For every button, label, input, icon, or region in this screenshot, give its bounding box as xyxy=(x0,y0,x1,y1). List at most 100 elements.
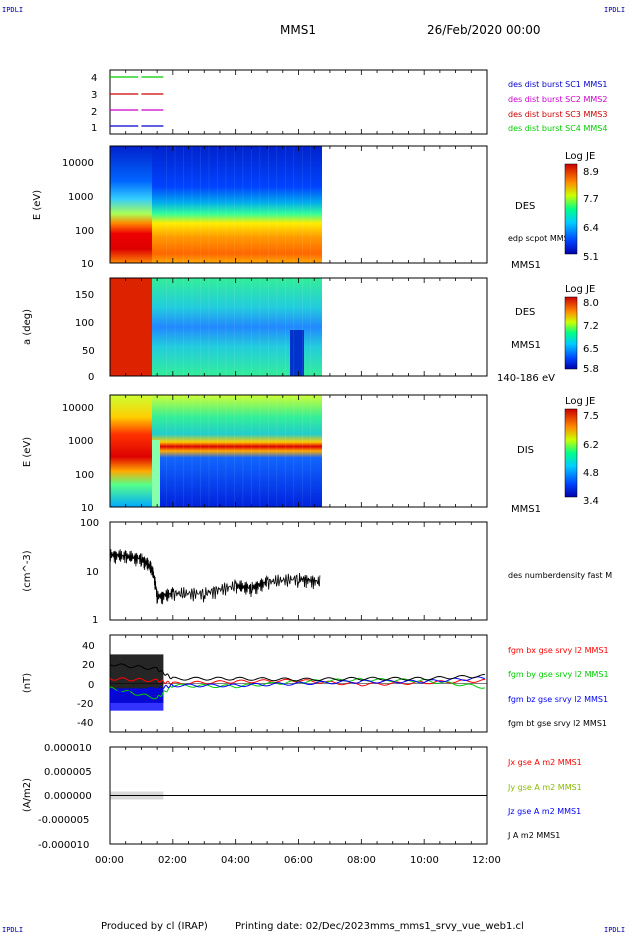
legend-sc1: des dist burst SC1 MMS1 xyxy=(508,80,607,89)
p6-ytick-0: 0 xyxy=(88,680,94,691)
footer-printing: Printing date: 02/Dec/2023 xyxy=(235,921,370,932)
panel-density: (cm^-3) 100 10 1 des numberdensity fast … xyxy=(22,518,612,626)
p4-cbar-t3: 3.4 xyxy=(583,496,599,507)
pitch-late-band xyxy=(290,330,304,376)
p4-ytick-10000: 10000 xyxy=(62,403,94,414)
panel-current: (A/m2) 0.000010 0.000005 0.000000 -0.000… xyxy=(22,743,582,851)
p4-label-mms1: MMS1 xyxy=(511,504,541,515)
p3-label-range: 140-186 eV xyxy=(497,373,555,384)
p4-ytick-10: 10 xyxy=(81,503,94,514)
bfield-bz-turbulence xyxy=(110,688,164,711)
p6-ytick-40: 40 xyxy=(82,641,95,652)
p1-ytick-1: 1 xyxy=(91,123,97,134)
time-axis: 00:00 02:00 04:00 06:00 08:00 10:00 12:0… xyxy=(95,855,501,866)
p2-cbar-t0: 8.9 xyxy=(583,167,599,178)
density-line xyxy=(109,549,321,605)
p3-cbar-title: Log JE xyxy=(565,284,595,295)
p7-ylabel: (A/m2) xyxy=(22,778,33,812)
p7-ytick-4: -0.000010 xyxy=(38,840,89,851)
time-tick-5: 10:00 xyxy=(410,855,439,866)
date-title: 26/Feb/2020 00:00 xyxy=(427,23,541,37)
p3-cbar-t2: 6.5 xyxy=(583,344,599,355)
p7-ytick-2: 0.000000 xyxy=(44,791,92,802)
p6-ytick-m20: -20 xyxy=(77,699,93,710)
p5-ylabel: (cm^-3) xyxy=(22,550,33,591)
p4-ytick-100: 100 xyxy=(75,470,94,481)
p4-ytick-1000: 1000 xyxy=(68,436,93,447)
p3-label-mms1: MMS1 xyxy=(511,340,541,351)
p2-ytick-100: 100 xyxy=(75,226,94,237)
p3-cbar-t0: 8.0 xyxy=(583,298,599,309)
des-energy-early xyxy=(110,146,152,263)
legend-jy: Jy gse A m2 MMS1 xyxy=(507,783,582,792)
legend-bt: fgm bt gse srvy l2 MMS1 xyxy=(508,719,607,728)
p3-colorbar xyxy=(564,296,578,370)
bfield-line xyxy=(109,677,485,700)
time-tick-6: 12:00 xyxy=(472,855,501,866)
current-noise xyxy=(110,791,164,800)
p4-cbar-t0: 7.5 xyxy=(583,411,599,422)
p4-cbar-title: Log JE xyxy=(565,396,595,407)
p3-cbar-t1: 7.2 xyxy=(583,321,599,332)
p2-colorbar xyxy=(564,163,578,255)
legend-jx: Jx gse A m2 MMS1 xyxy=(507,758,582,767)
p4-ylabel: E (eV) xyxy=(22,437,33,467)
p5-legend: des numberdensity fast M xyxy=(508,571,612,580)
time-tick-3: 06:00 xyxy=(284,855,313,866)
corner-tr: IPDLI xyxy=(604,6,625,14)
panel-des-pitch: a (deg) 150 100 50 0 DES MMS1 140-186 eV… xyxy=(22,277,599,384)
p3-ytick-0: 0 xyxy=(88,372,94,383)
p2-label-scpot: edp scpot MMS1 xyxy=(508,234,574,243)
p2-cbar-title: Log JE xyxy=(565,151,595,162)
bfield-line xyxy=(109,677,485,687)
corner-br: IPDLI xyxy=(604,926,625,934)
p2-label-des: DES xyxy=(515,201,535,212)
p4-cbar-t2: 4.8 xyxy=(583,468,599,479)
time-tick-1: 02:00 xyxy=(158,855,187,866)
p2-cbar-t3: 5.1 xyxy=(583,252,599,263)
legend-bz: fgm bz gse srvy l2 MMS1 xyxy=(508,695,608,704)
p6-ytick-m40: -40 xyxy=(77,718,93,729)
pitch-early xyxy=(110,278,152,376)
panel-bfield: (nT) 40 20 0 -20 -40 fgm bx gse srvy l2 … xyxy=(22,634,609,733)
p1-ytick-4: 4 xyxy=(91,73,97,84)
footer-file: mms_mms1_srvy_vue_web1.cl xyxy=(370,921,524,932)
p4-label-dis: DIS xyxy=(517,445,534,456)
p2-label-mms1: MMS1 xyxy=(511,260,541,271)
p6-ylabel: (nT) xyxy=(22,673,33,693)
p5-ytick-1: 1 xyxy=(92,615,98,626)
legend-bx: fgm bx gse srvy l2 MMS1 xyxy=(508,646,609,655)
panel-sc-availability: 4 3 2 1 des dist burst SC1 MMS1 des dist… xyxy=(91,69,607,135)
p2-ytick-1000: 1000 xyxy=(68,192,93,203)
p7-ytick-1: 0.000005 xyxy=(44,767,92,778)
footer-producer: Produced by cl (IRAP) xyxy=(101,921,208,932)
legend-by: fgm by gse srvy l2 MMS1 xyxy=(508,670,609,679)
legend-jz: Jz gse A m2 MMS1 xyxy=(507,807,581,816)
p4-cbar-t1: 6.2 xyxy=(583,440,599,451)
legend-sc3: des dist burst SC3 MMS3 xyxy=(508,110,607,119)
p3-label-des: DES xyxy=(515,307,535,318)
panel-dis-energy: E (eV) 10000 1000 100 10 DIS MMS1 Log JE… xyxy=(22,394,599,515)
legend-sc2: des dist burst SC2 MMS2 xyxy=(508,95,607,104)
time-tick-0: 00:00 xyxy=(95,855,124,866)
time-tick-4: 08:00 xyxy=(347,855,376,866)
p5-ytick-10: 10 xyxy=(86,567,99,578)
bfield-line xyxy=(109,676,486,695)
legend-sc4: des dist burst SC4 MMS4 xyxy=(508,124,607,133)
p6-ytick-20: 20 xyxy=(82,660,95,671)
legend-j: J A m2 MMS1 xyxy=(507,831,560,840)
p3-ylabel: a (deg) xyxy=(22,309,33,345)
time-tick-2: 04:00 xyxy=(221,855,250,866)
bfield-line xyxy=(109,663,485,682)
dis-energy-gap xyxy=(152,440,160,507)
p2-ytick-10000: 10000 xyxy=(62,158,94,169)
p7-ytick-0: 0.000010 xyxy=(44,743,92,754)
p5-ytick-100: 100 xyxy=(80,518,99,529)
corner-tl: IPDLI xyxy=(2,6,23,14)
p2-cbar-t2: 6.4 xyxy=(583,223,599,234)
p1-ytick-2: 2 xyxy=(91,107,97,118)
p3-ytick-100: 100 xyxy=(75,318,94,329)
panel-des-energy: E (eV) 10000 1000 100 10 DES edp scpot M… xyxy=(32,145,599,271)
corner-bl: IPDLI xyxy=(2,926,23,934)
